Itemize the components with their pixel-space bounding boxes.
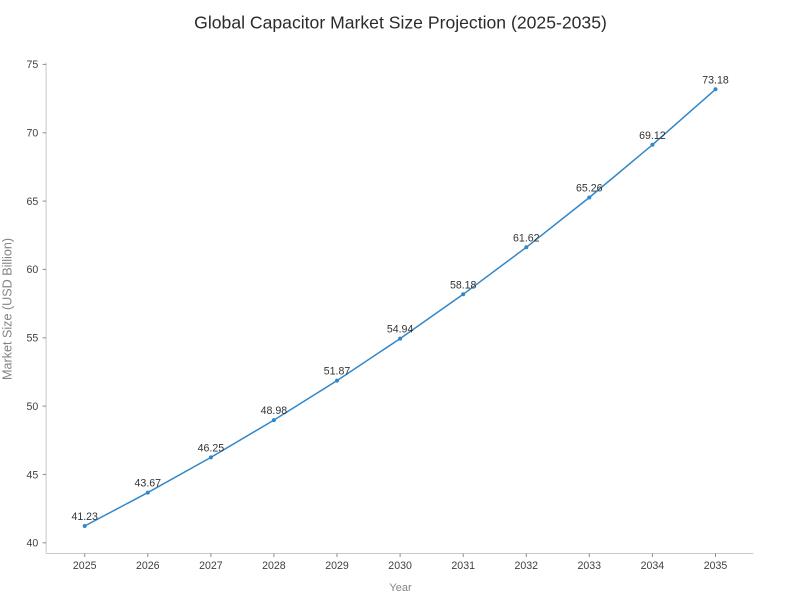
svg-text:50: 50 xyxy=(27,401,39,413)
svg-text:48.98: 48.98 xyxy=(261,405,288,417)
svg-text:43.67: 43.67 xyxy=(135,478,162,490)
svg-text:2025: 2025 xyxy=(73,560,97,572)
svg-text:58.18: 58.18 xyxy=(450,279,477,291)
svg-text:75: 75 xyxy=(27,59,39,71)
svg-text:60: 60 xyxy=(27,264,39,276)
svg-text:2027: 2027 xyxy=(199,560,223,572)
svg-text:Global Capacitor Market Size P: Global Capacitor Market Size Projection … xyxy=(194,13,607,33)
svg-text:2029: 2029 xyxy=(325,560,349,572)
svg-text:54.94: 54.94 xyxy=(387,324,414,336)
svg-text:2026: 2026 xyxy=(136,560,160,572)
svg-text:51.87: 51.87 xyxy=(324,366,351,378)
svg-text:2030: 2030 xyxy=(388,560,412,572)
svg-text:55: 55 xyxy=(27,333,39,345)
svg-text:45: 45 xyxy=(27,469,39,481)
svg-text:41.23: 41.23 xyxy=(71,511,98,523)
svg-text:61.62: 61.62 xyxy=(513,232,540,244)
svg-text:40: 40 xyxy=(27,538,39,550)
svg-text:65.26: 65.26 xyxy=(576,183,603,195)
svg-text:73.18: 73.18 xyxy=(702,74,729,86)
svg-text:2033: 2033 xyxy=(578,560,602,572)
svg-text:2032: 2032 xyxy=(515,560,539,572)
svg-text:70: 70 xyxy=(27,128,39,140)
svg-text:65: 65 xyxy=(27,196,39,208)
svg-text:2028: 2028 xyxy=(262,560,286,572)
svg-text:2034: 2034 xyxy=(641,560,665,572)
svg-text:2035: 2035 xyxy=(704,560,728,572)
svg-text:2031: 2031 xyxy=(451,560,475,572)
svg-text:46.25: 46.25 xyxy=(198,442,225,454)
svg-text:Year: Year xyxy=(389,582,412,594)
svg-text:Market Size (USD Billion): Market Size (USD Billion) xyxy=(1,238,15,380)
svg-text:69.12: 69.12 xyxy=(639,130,666,142)
